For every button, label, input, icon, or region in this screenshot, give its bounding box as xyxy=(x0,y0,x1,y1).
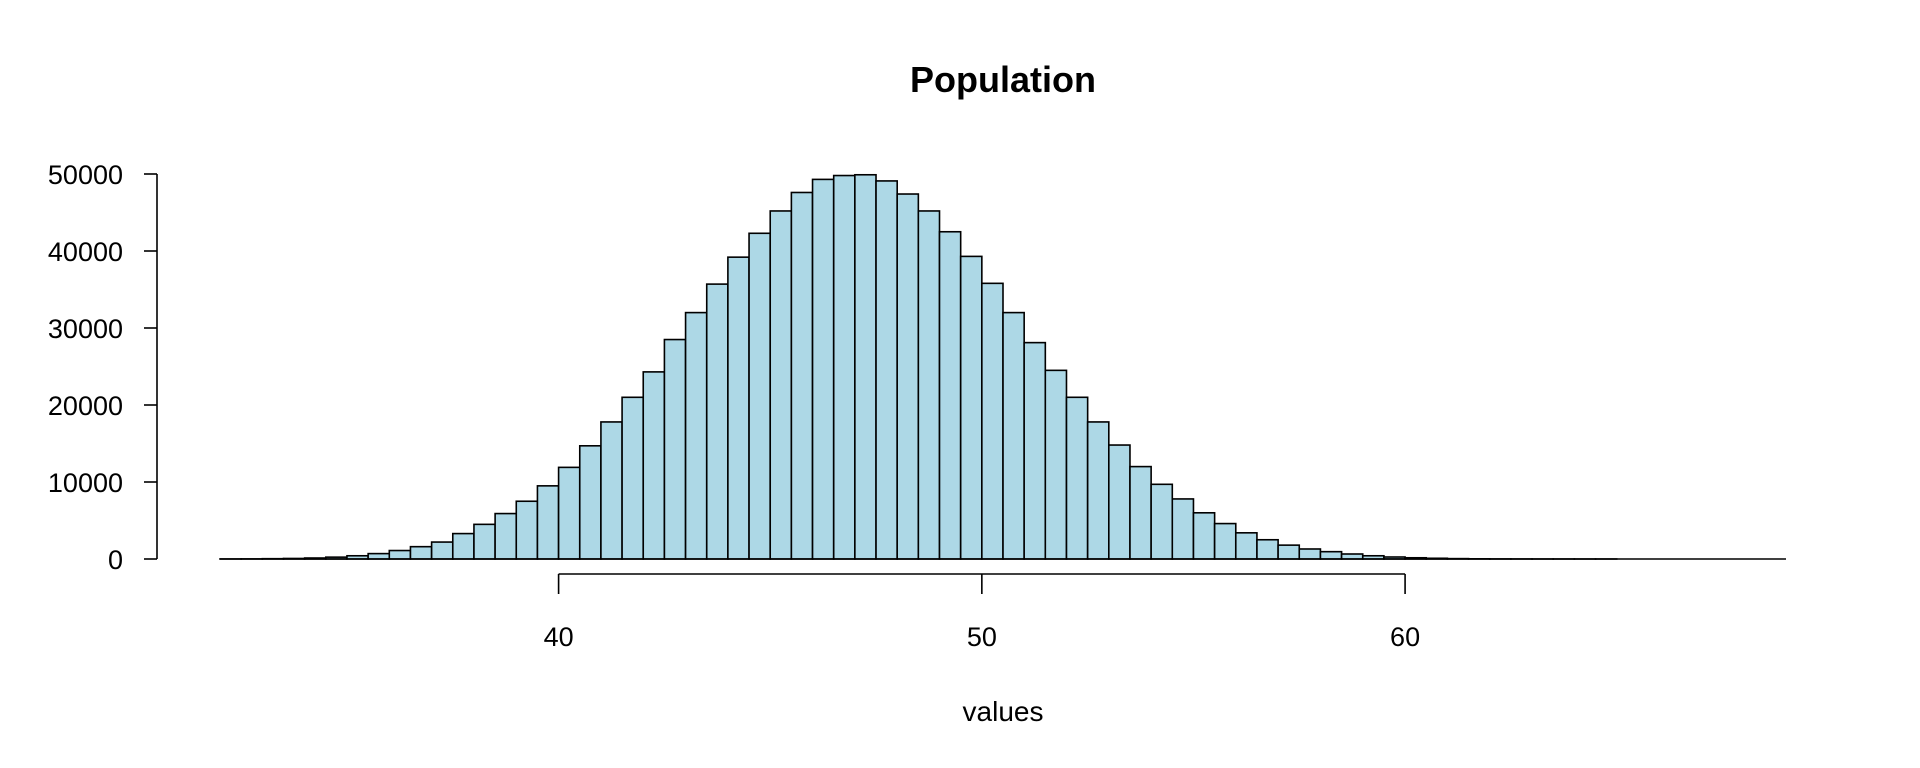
histogram-bar xyxy=(790,191,814,560)
y-tick-label: 0 xyxy=(108,545,123,575)
y-tick-label: 10000 xyxy=(48,468,123,498)
y-tick-label: 20000 xyxy=(48,391,123,421)
x-tick-label: 50 xyxy=(967,622,997,652)
histogram-bar xyxy=(727,256,750,560)
y-tick-label: 40000 xyxy=(48,237,123,267)
histogram-bar xyxy=(494,512,518,560)
histogram-bar xyxy=(959,255,983,560)
histogram-bar xyxy=(536,485,560,560)
x-tick-label: 40 xyxy=(544,622,574,652)
histogram-bar xyxy=(621,396,645,560)
histogram-bar xyxy=(1086,421,1110,560)
histogram-bar xyxy=(896,193,920,560)
histogram-bar xyxy=(684,311,708,560)
histogram-bar xyxy=(705,283,729,560)
x-tick-label: 60 xyxy=(1390,622,1420,652)
histogram-bar xyxy=(938,230,962,560)
histogram-bar xyxy=(642,371,666,560)
histogram-bar xyxy=(769,210,793,560)
histogram-bar xyxy=(557,466,581,560)
y-axis: 0 10000 20000 30000 40000 50000 xyxy=(48,160,158,575)
histogram-bar xyxy=(1171,498,1195,560)
x-axis-label: values xyxy=(963,696,1044,727)
x-axis: 40 50 60 xyxy=(544,573,1420,652)
histogram-bar xyxy=(832,174,856,560)
histogram-bar xyxy=(1129,465,1152,560)
histogram-bar xyxy=(1065,396,1089,560)
histogram-bar xyxy=(367,552,391,560)
histogram-bar xyxy=(388,549,412,560)
histogram-bar xyxy=(409,545,433,560)
histogram-bar xyxy=(1023,341,1047,560)
histogram-bar xyxy=(981,282,1004,560)
histogram-bar xyxy=(430,541,454,560)
histogram-bar xyxy=(748,232,772,560)
histogram-bar xyxy=(1234,532,1258,560)
histogram-bar xyxy=(663,338,687,560)
histogram-bar xyxy=(811,178,835,560)
histogram-bar xyxy=(515,500,539,560)
chart-title: Population xyxy=(910,59,1096,100)
histogram-bar xyxy=(917,210,941,560)
y-tick-label: 50000 xyxy=(48,160,123,190)
histogram-bar xyxy=(1277,544,1301,560)
histogram-bar xyxy=(875,180,898,560)
histogram-bar xyxy=(1002,311,1025,560)
histogram-bar xyxy=(1150,483,1174,560)
y-tick-label: 30000 xyxy=(48,314,123,344)
histogram-bar xyxy=(1044,369,1068,560)
histogram-bar xyxy=(1213,522,1237,560)
histogram-bar xyxy=(1298,548,1322,560)
histogram-bar xyxy=(1108,444,1131,560)
histogram-bar xyxy=(1319,550,1343,560)
histogram-bar xyxy=(578,445,602,560)
histogram-bar xyxy=(854,173,877,560)
histogram-bar xyxy=(473,523,496,560)
histogram-bar xyxy=(600,421,623,560)
histogram-bar xyxy=(1192,511,1216,560)
bars-group xyxy=(219,173,1618,560)
histogram-bar xyxy=(451,532,475,560)
histogram-bar xyxy=(1256,538,1279,560)
